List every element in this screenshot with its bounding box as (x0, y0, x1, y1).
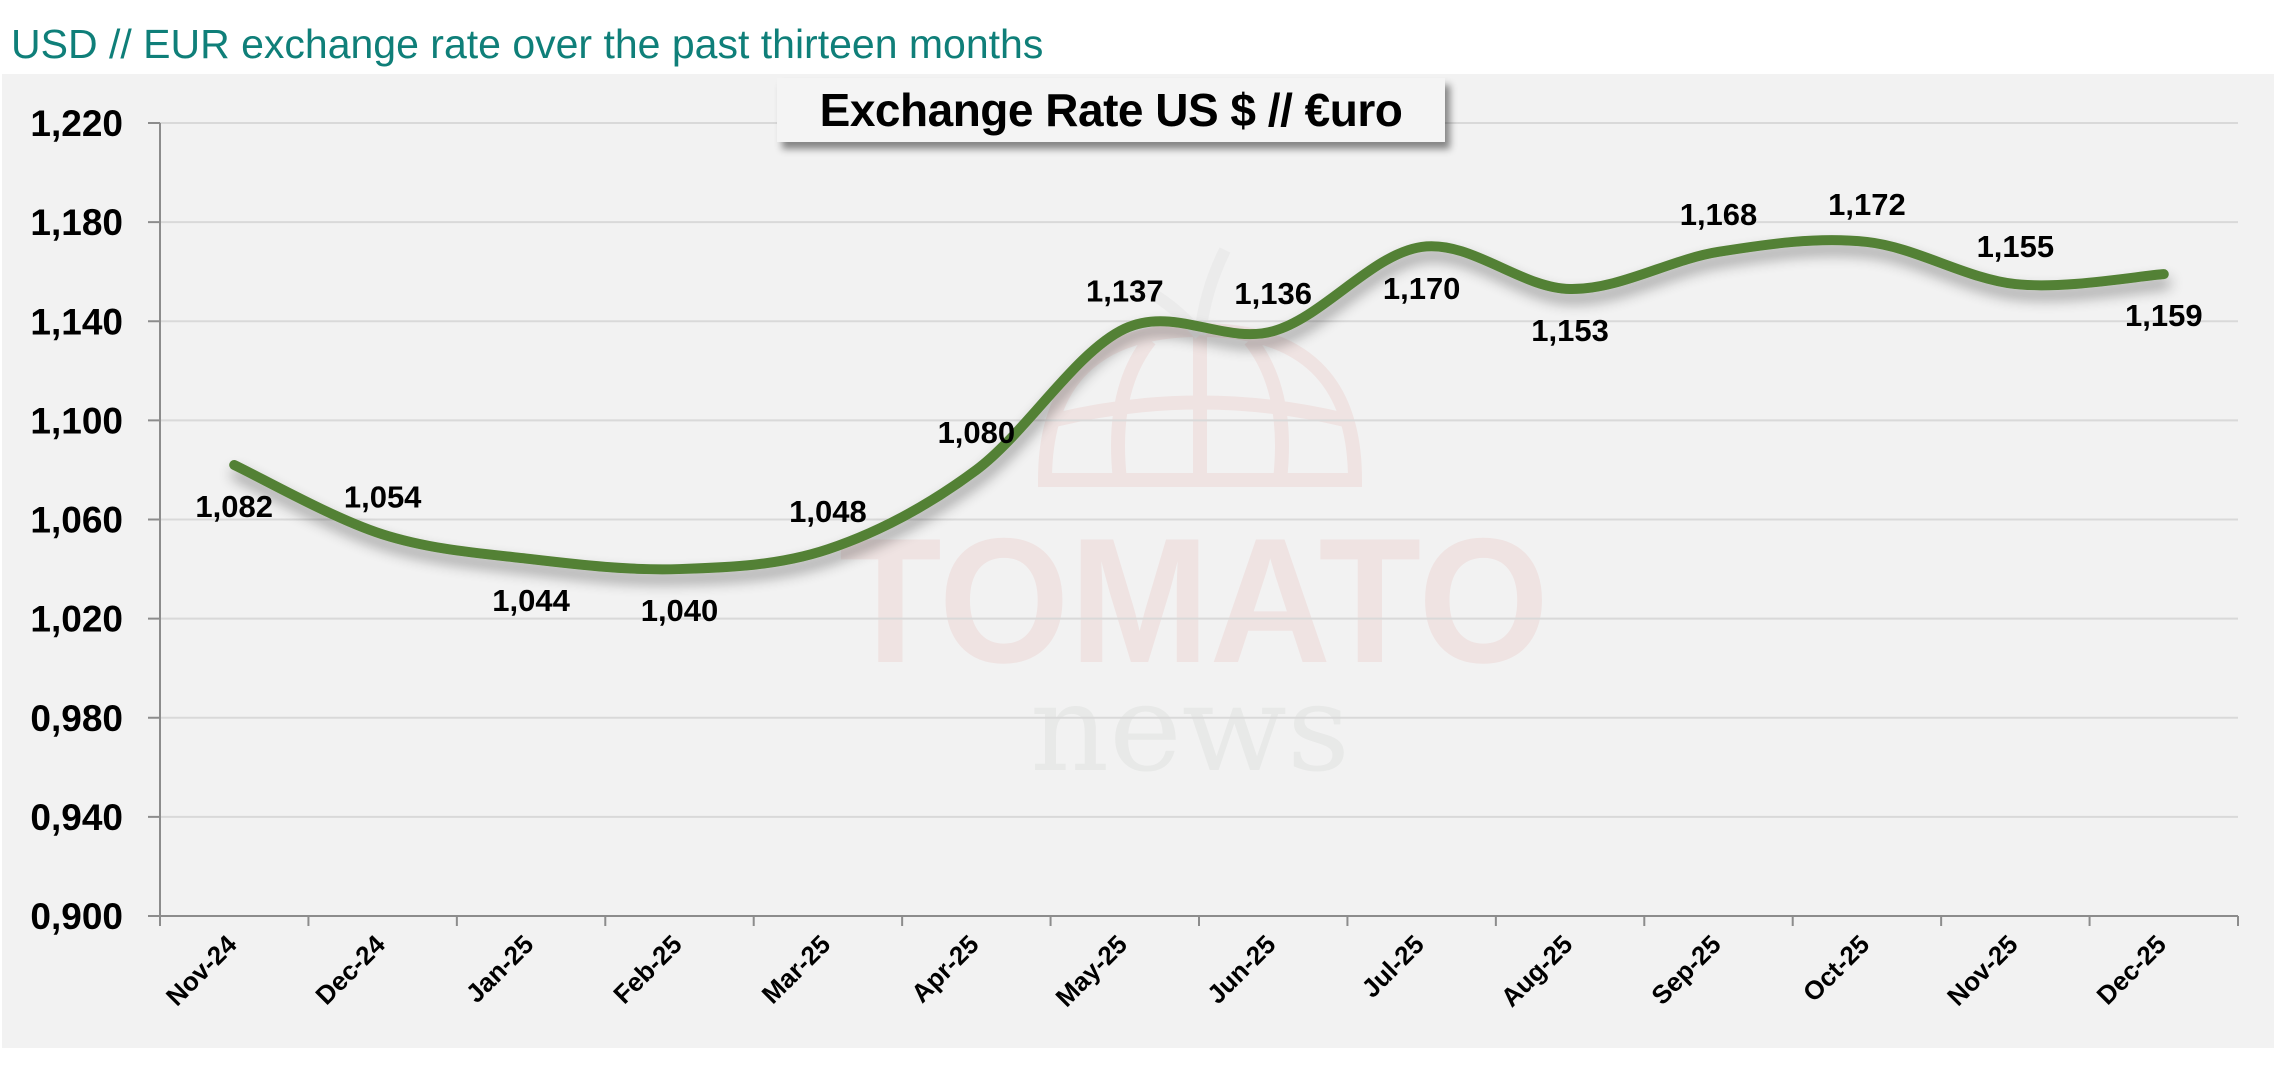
y-tick-label: 1,100 (30, 400, 123, 441)
x-tick-label: Jan-25 (460, 929, 539, 1008)
series-line-group (229, 235, 2169, 575)
x-tick-label: Jul-25 (1356, 929, 1430, 1003)
watermark: TOMATO news (839, 247, 1549, 799)
page-heading: USD // EUR exchange rate over the past t… (11, 21, 1044, 67)
gridlines (160, 122, 2238, 818)
x-tick-label: Feb-25 (607, 929, 687, 1009)
y-tick-label: 0,940 (30, 797, 123, 838)
data-label: 1,155 (1977, 229, 2055, 264)
chart-title: Exchange Rate US $ // €uro (819, 84, 1403, 136)
x-tick-label: Dec-25 (2091, 929, 2173, 1011)
data-labels: 1,082 1,054 1,044 1,040 1,048 1,080 1,137 1,136… (195, 187, 2202, 628)
data-label: 1,048 (789, 494, 867, 529)
y-tick-label: 1,220 (30, 103, 123, 144)
y-tick-label: 1,020 (30, 599, 123, 640)
y-tick-label: 1,060 (30, 500, 123, 541)
x-tick-label: Oct-25 (1797, 929, 1875, 1007)
data-label: 1,168 (1680, 197, 1758, 232)
data-label: 1,136 (1234, 276, 1312, 311)
data-label: 1,137 (1086, 274, 1164, 309)
axes (148, 122, 2239, 926)
chart-title-box: Exchange Rate US $ // €uro (777, 78, 1445, 142)
x-tick-label: Nov-24 (160, 929, 243, 1012)
data-label: 1,170 (1383, 271, 1461, 306)
y-tick-label: 1,180 (30, 202, 123, 243)
data-label: 1,044 (492, 583, 570, 618)
y-tick-label: 0,900 (30, 896, 123, 937)
y-axis-tick-labels: 0,900 0,940 0,980 1,020 1,060 1,100 1,140 1,180… (30, 103, 123, 937)
data-label: 1,159 (2125, 298, 2203, 333)
x-tick-label: May-25 (1049, 929, 1133, 1013)
y-tick-label: 0,980 (30, 698, 123, 739)
watermark-brand: TOMATO (839, 501, 1549, 700)
x-tick-label: Nov-25 (1941, 929, 2024, 1012)
data-label: 1,082 (195, 489, 273, 524)
x-tick-label: Apr-25 (905, 929, 984, 1008)
x-tick-label: Aug-25 (1495, 929, 1579, 1013)
y-tick-label: 1,140 (30, 301, 123, 342)
data-label: 1,054 (344, 479, 422, 514)
series-line (229, 235, 2169, 575)
chart-panel (2, 74, 2274, 1048)
x-tick-label: Jun-25 (1201, 929, 1281, 1009)
x-tick-label: Mar-25 (756, 929, 836, 1009)
x-tick-label: Sep-25 (1645, 929, 1727, 1011)
watermark-sub: news (1030, 660, 1350, 799)
x-axis-tick-labels: Nov-24 Dec-24 Jan-25 Feb-25 Mar-25 Apr-25 May-… (160, 929, 2172, 1013)
data-label: 1,080 (938, 415, 1016, 450)
data-label: 1,040 (641, 593, 719, 628)
x-tick-label: Dec-24 (309, 929, 391, 1011)
data-label: 1,153 (1531, 313, 1609, 348)
data-label: 1,172 (1828, 187, 1906, 222)
